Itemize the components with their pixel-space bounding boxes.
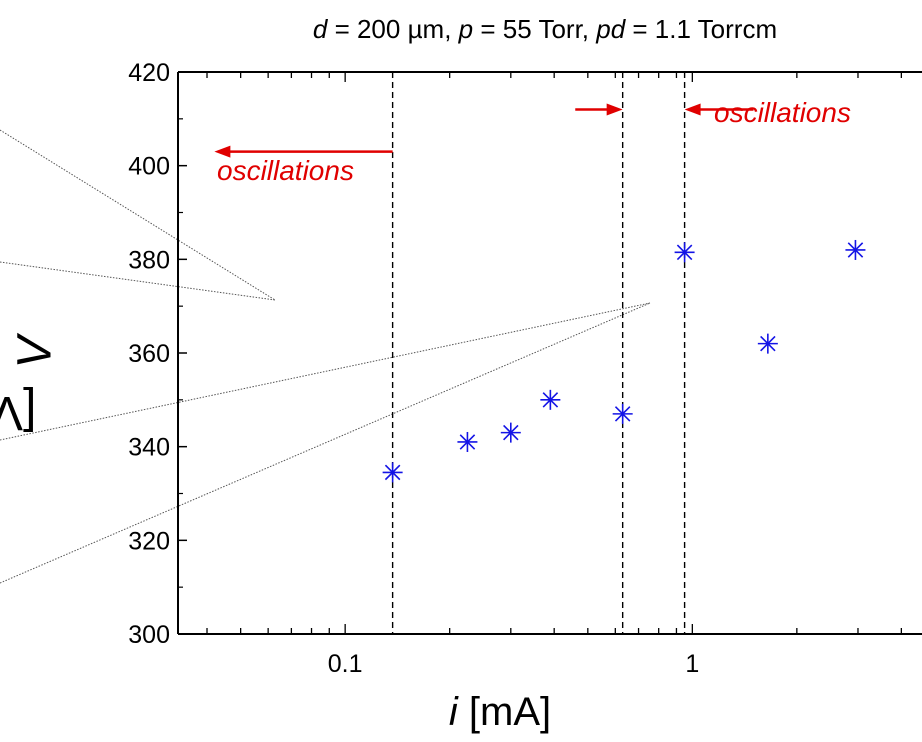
y-tick-label-380: 380 bbox=[128, 246, 170, 274]
data-point-3-stroke-4 bbox=[503, 424, 519, 441]
x-axis-var: i bbox=[448, 690, 458, 734]
chart-title: d = 200 µm, p = 55 Torr, pd = 1.1 Torrcm bbox=[170, 14, 920, 45]
x-tick-label-2: 1 bbox=[685, 650, 699, 678]
data-point-2 bbox=[457, 431, 478, 452]
arrow-head-1 bbox=[214, 145, 231, 158]
data-point-8 bbox=[845, 239, 866, 260]
data-point-5 bbox=[612, 403, 633, 424]
x-axis-label: i [mA] bbox=[300, 690, 700, 735]
data-point-8-stroke-4 bbox=[847, 242, 864, 258]
y-axis-unit: [V] bbox=[0, 386, 37, 439]
y-tick-label-360: 360 bbox=[128, 340, 170, 368]
data-points-layer bbox=[382, 239, 866, 483]
inset-leader-line-4 bbox=[0, 302, 651, 584]
data-point-4-stroke-4 bbox=[542, 392, 559, 408]
data-point-5-stroke-4 bbox=[614, 406, 631, 422]
title-pd-var: pd bbox=[596, 14, 626, 44]
y-tick-label-300: 300 bbox=[128, 621, 170, 649]
arrow-head-2 bbox=[606, 103, 623, 116]
y-axis-label-text: V [V] bbox=[0, 293, 63, 440]
title-p-var: p bbox=[458, 14, 474, 44]
data-point-6-stroke-4 bbox=[676, 244, 693, 261]
axes-layer: 300 320 340 360 380 400 420 0.1 1 bbox=[128, 59, 922, 678]
title-pd-value: = 1.1 Torrcm bbox=[625, 14, 778, 44]
title-d-value: = 200 µm, bbox=[327, 14, 459, 44]
data-point-1 bbox=[382, 462, 403, 483]
y-tick-label-400: 400 bbox=[128, 153, 170, 181]
data-point-1-stroke-4 bbox=[384, 464, 401, 481]
annotation-oscillations-right: oscillations bbox=[714, 97, 851, 128]
title-d-var: d bbox=[312, 14, 328, 44]
y-axis-var: V bbox=[8, 336, 62, 369]
y-tick-label-420: 420 bbox=[128, 59, 170, 87]
data-point-2-stroke-4 bbox=[459, 434, 476, 450]
data-point-4 bbox=[540, 389, 561, 410]
data-point-7 bbox=[757, 333, 778, 354]
arrows-layer bbox=[214, 103, 754, 158]
annotation-oscillations-left: oscillations bbox=[217, 155, 354, 186]
x-tick-label-1: 0.1 bbox=[328, 650, 363, 678]
guide-lines-layer bbox=[0, 72, 686, 634]
y-tick-label-320: 320 bbox=[128, 527, 170, 555]
data-point-3 bbox=[500, 422, 521, 443]
x-axis-unit: [mA] bbox=[457, 690, 552, 734]
inset-leader-line-3 bbox=[0, 302, 651, 441]
title-p-value: = 55 Torr, bbox=[473, 14, 597, 44]
data-point-7-stroke-4 bbox=[760, 335, 776, 352]
arrow-head-3 bbox=[684, 103, 701, 116]
data-point-6 bbox=[674, 242, 695, 263]
y-tick-label-340: 340 bbox=[128, 434, 170, 462]
inset-leader-line-2 bbox=[0, 261, 276, 301]
